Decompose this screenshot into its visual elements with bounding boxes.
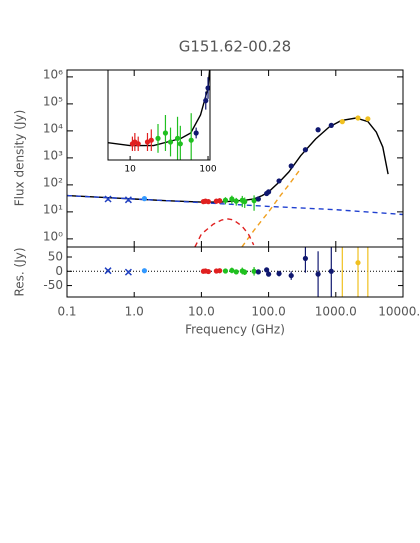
inset-x-tick-label: 100 <box>199 165 216 175</box>
x-axis-label: Frequency (GHz) <box>185 323 285 337</box>
data-point <box>365 116 371 122</box>
inset-background <box>108 70 210 160</box>
data-point <box>141 268 148 274</box>
data-point <box>315 271 321 277</box>
data-point <box>264 267 270 273</box>
data-point <box>242 269 248 275</box>
residual-tick-label: 0 <box>55 264 63 278</box>
model-line <box>67 194 403 216</box>
model-line <box>67 117 389 203</box>
y-axis-label: Flux density (Jy) <box>13 110 27 207</box>
data-point <box>104 195 112 203</box>
data-point <box>302 147 309 153</box>
data-point <box>141 196 148 202</box>
y-tick-label: 10² <box>43 175 63 189</box>
residual-axis-label: Res. (Jy) <box>13 247 27 296</box>
data-point <box>315 127 321 133</box>
inset-x-tick-label: 10 <box>124 165 136 175</box>
data-point <box>229 196 235 202</box>
y-tick-label: 10⁶ <box>43 67 63 81</box>
data-point <box>104 267 112 275</box>
data-point <box>242 199 248 205</box>
data-point <box>255 196 261 202</box>
data-point <box>288 272 294 279</box>
y-tick-label: 10⁴ <box>43 121 63 135</box>
model-line <box>108 70 210 147</box>
data-point <box>266 189 272 195</box>
x-tick-label: 10000.0 <box>378 305 420 319</box>
data-point <box>135 141 141 147</box>
data-point <box>251 268 257 274</box>
data-point <box>276 270 282 277</box>
data-point <box>365 226 370 231</box>
y-tick-label: 10⁰ <box>43 229 63 243</box>
data-point <box>124 196 132 204</box>
data-point <box>222 268 229 274</box>
x-tick-label: 0.1 <box>57 305 76 319</box>
x-tick-label: 100.0 <box>251 305 285 319</box>
chart-title: G151.62-00.28 <box>179 38 291 56</box>
data-point <box>217 198 223 204</box>
data-point <box>167 139 174 145</box>
y-tick-label: 10³ <box>43 148 63 162</box>
data-point <box>148 137 154 143</box>
model-line <box>194 218 255 247</box>
x-tick-label: 10.0 <box>188 305 215 319</box>
data-point <box>222 197 229 203</box>
data-point <box>339 119 345 125</box>
x-tick-label: 1000.0 <box>315 305 357 319</box>
data-point <box>217 268 223 274</box>
data-point <box>355 115 361 121</box>
data-point <box>302 255 309 262</box>
x-tick-label: 1.0 <box>125 305 144 319</box>
data-point <box>355 260 361 266</box>
data-point <box>155 135 161 141</box>
data-point <box>328 268 334 274</box>
data-point <box>233 198 239 204</box>
residual-tick-label: 50 <box>48 250 63 264</box>
data-point <box>251 198 257 204</box>
model-line <box>241 168 302 247</box>
data-point <box>229 267 235 274</box>
inset-frame <box>107 69 211 161</box>
data-point <box>203 98 209 104</box>
data-point <box>288 163 294 169</box>
residual-tick-label: -50 <box>43 278 63 292</box>
residual-frame <box>66 246 404 298</box>
data-point <box>193 130 199 136</box>
data-point <box>177 141 183 147</box>
data-point <box>255 269 261 275</box>
data-point <box>276 178 282 184</box>
data-point <box>188 137 194 143</box>
data-point <box>328 122 334 128</box>
y-tick-label: 10¹ <box>43 202 63 216</box>
data-point <box>124 268 132 276</box>
data-point <box>162 130 169 136</box>
data-point <box>233 269 239 275</box>
data-point <box>266 271 272 277</box>
data-point <box>205 199 211 205</box>
data-point <box>174 135 181 141</box>
data-point <box>205 85 210 91</box>
y-tick-label: 10⁵ <box>43 94 63 108</box>
data-point <box>205 268 211 275</box>
